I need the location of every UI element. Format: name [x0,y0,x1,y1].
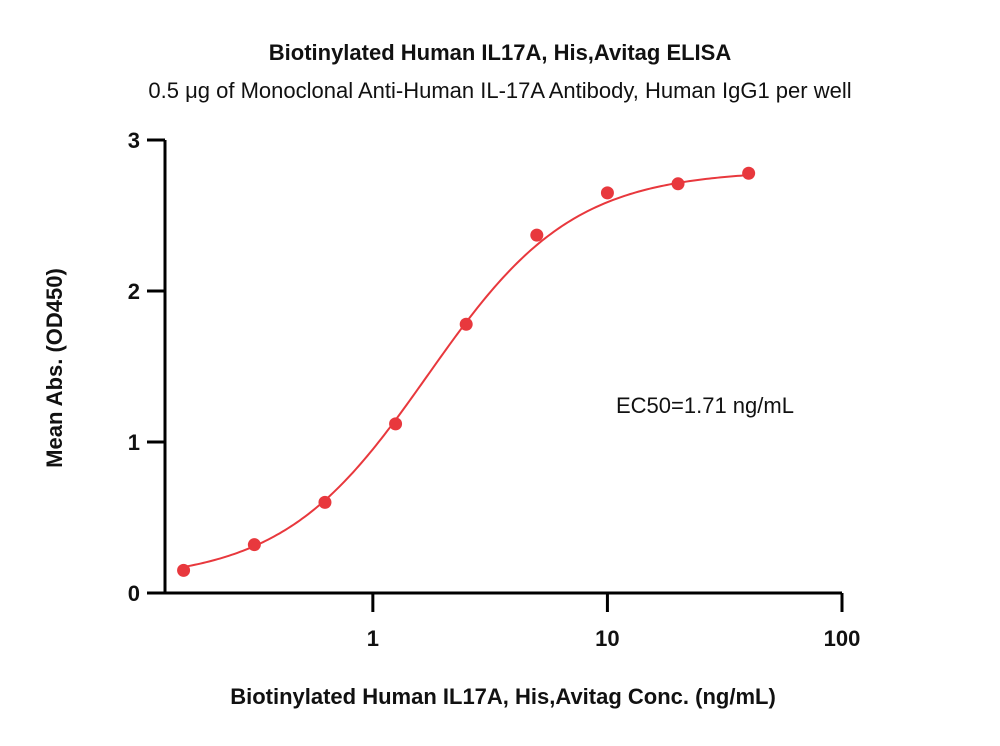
data-points [177,166,756,577]
fit-curve [183,174,749,569]
data-point-0-4 [459,317,473,331]
chart-title: Biotinylated Human IL17A, His,Avitag ELI… [269,40,732,65]
y-tick-label-1: 1 [128,430,140,455]
x-tick-label-0: 1 [367,626,379,651]
data-point-0-8 [742,166,756,180]
y-tick-label-3: 3 [128,128,140,153]
data-point-0-5 [530,228,544,242]
y-tick-label-0: 0 [128,581,140,606]
data-point-0-3 [389,417,403,431]
x-axis-label: Biotinylated Human IL17A, His,Avitag Con… [230,684,776,709]
ec50-annotation: EC50=1.71 ng/mL [616,393,794,418]
y-axis-ticks: 0 1 2 3 [128,128,165,606]
x-axis-ticks: 1 10 100 [367,593,861,651]
data-point-0-7 [671,177,685,191]
data-point-0-2 [318,495,332,509]
y-tick-label-2: 2 [128,279,140,304]
data-point-0-0 [177,563,191,577]
data-point-0-1 [247,538,261,552]
x-tick-label-1: 10 [595,626,619,651]
data-point-0-6 [600,186,614,200]
x-tick-label-2: 100 [824,626,861,651]
chart-subtitle: 0.5 μg of Monoclonal Anti-Human IL-17A A… [148,78,851,103]
y-axis-label: Mean Abs. (OD450) [42,268,67,468]
